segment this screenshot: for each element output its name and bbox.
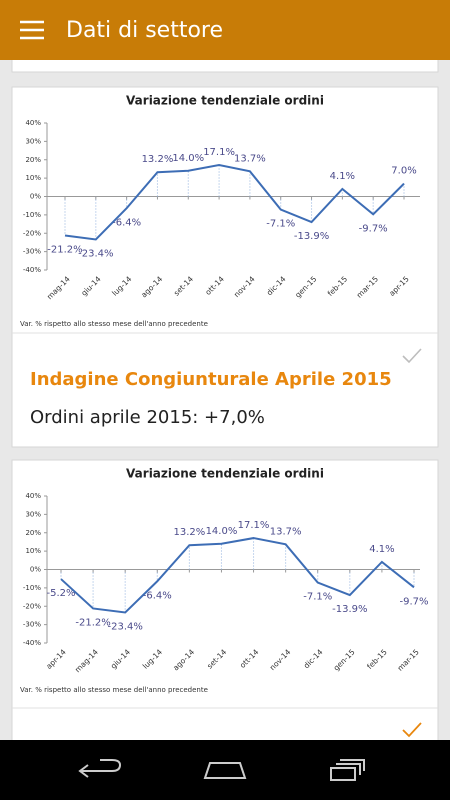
card [11, 86, 439, 448]
value-label: 7.0% [391, 166, 416, 177]
value-label: -13.9% [332, 604, 367, 615]
card-text: Ordini aprile 2015: +7,0% [30, 407, 265, 428]
y-tick-label: 0% [30, 193, 41, 201]
y-tick-label: -30% [23, 248, 41, 256]
value-label: -21.2% [47, 244, 82, 255]
y-tick-label: -10% [23, 211, 41, 219]
nav-recents[interactable] [330, 759, 365, 781]
y-tick-label: 20% [25, 529, 41, 537]
chart-footnote: Var. % rispetto allo stesso mese dell'an… [20, 320, 208, 328]
value-label: 17.1% [238, 520, 270, 531]
value-label: -21.2% [75, 617, 110, 628]
y-tick-label: -40% [23, 266, 41, 274]
value-label: -7.1% [266, 219, 295, 230]
y-tick-label: 30% [25, 510, 41, 518]
value-label: -9.7% [359, 223, 388, 234]
value-label: 4.1% [369, 544, 394, 555]
line-series [64, 164, 405, 241]
nav-bar [0, 740, 450, 800]
check-icon[interactable] [402, 348, 422, 364]
y-tick-label: -30% [23, 621, 41, 629]
app-bar [0, 0, 450, 60]
app-title: Dati di settore [66, 18, 223, 43]
y-tick-label: 0% [30, 566, 41, 574]
value-label: -7.1% [303, 592, 332, 603]
value-label: 14.0% [206, 526, 238, 537]
value-label: -6.4% [143, 590, 172, 601]
y-tick-label: 10% [25, 547, 41, 555]
value-label: -6.4% [112, 217, 141, 228]
y-tick-label: -20% [23, 602, 41, 610]
y-tick-label: 10% [25, 174, 41, 182]
card [11, 459, 439, 761]
y-tick-label: -20% [23, 229, 41, 237]
value-label: -23.4% [107, 621, 142, 632]
chart-title: Variazione tendenziale ordini [126, 467, 324, 481]
y-tick-label: 20% [25, 156, 41, 164]
value-label: 14.0% [172, 153, 204, 164]
value-label: -23.4% [78, 248, 113, 259]
value-label: 13.7% [270, 526, 302, 537]
y-tick-label: 40% [25, 119, 41, 127]
check-icon[interactable] [402, 722, 422, 738]
nav-back[interactable] [78, 759, 122, 778]
value-label: 4.1% [330, 171, 355, 182]
card-title: Indagine Congiunturale Aprile 2015 [30, 369, 392, 390]
value-label: -9.7% [399, 596, 428, 607]
value-label: -5.2% [46, 588, 75, 599]
line-series [60, 537, 415, 614]
value-label: 13.7% [234, 153, 266, 164]
value-label: 17.1% [203, 147, 235, 158]
y-tick-label: -40% [23, 639, 41, 647]
value-label: -13.9% [294, 231, 329, 242]
chart-footnote: Var. % rispetto allo stesso mese dell'an… [20, 686, 208, 694]
y-tick-label: -10% [23, 584, 41, 592]
value-label: 13.2% [173, 527, 205, 538]
chart-title: Variazione tendenziale ordini [126, 94, 324, 108]
y-tick-label: 40% [25, 492, 41, 500]
nav-home[interactable] [203, 762, 247, 779]
value-label: 13.2% [142, 154, 174, 165]
y-tick-label: 30% [25, 137, 41, 145]
menu-icon[interactable] [20, 20, 44, 40]
